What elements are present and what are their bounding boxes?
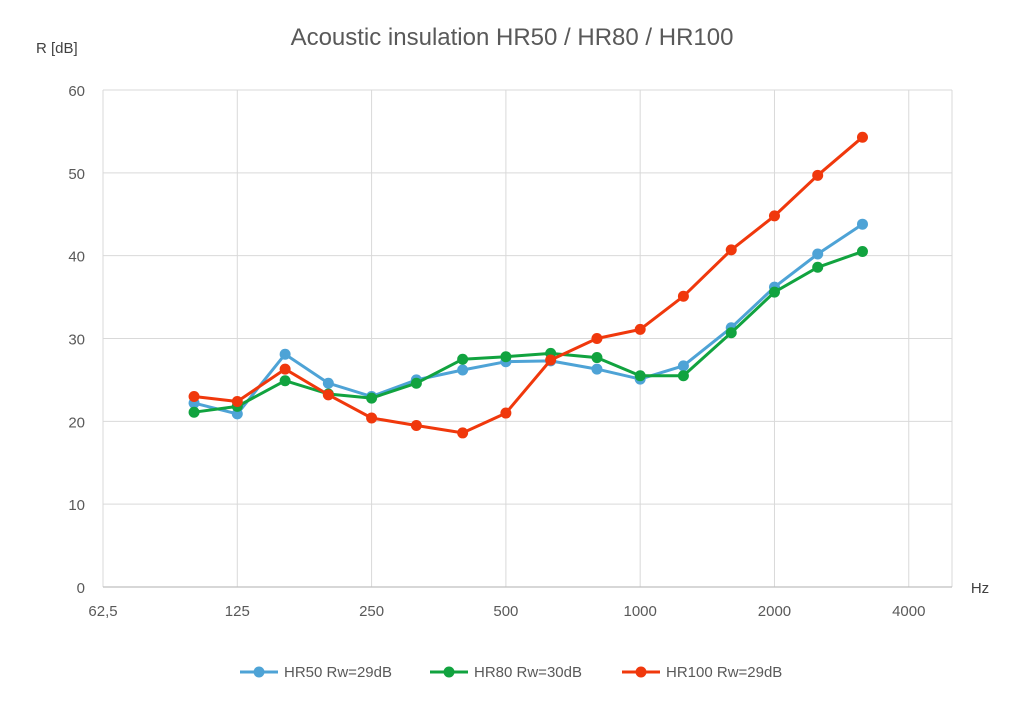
data-point — [677, 370, 689, 382]
data-point — [634, 323, 646, 335]
data-point — [725, 244, 737, 256]
series-lines — [188, 131, 868, 439]
x-tick-label: 4000 — [892, 603, 925, 620]
data-point — [279, 375, 291, 387]
legend-label: HR80 Rw=30dB — [474, 664, 582, 681]
data-point — [856, 218, 868, 230]
data-point — [279, 348, 291, 360]
data-point — [366, 392, 378, 404]
data-point — [279, 363, 291, 375]
data-point — [591, 333, 603, 344]
x-tick-label: 125 — [225, 603, 250, 620]
data-point — [812, 169, 824, 181]
y-tick-label: 60 — [68, 83, 85, 100]
x-tick-label: 250 — [359, 603, 384, 620]
data-point — [188, 406, 200, 418]
data-point — [457, 427, 469, 439]
data-point — [591, 352, 603, 364]
data-point — [322, 377, 334, 389]
y-axis-label: R [dB] — [36, 40, 78, 57]
x-tick-label: 2000 — [758, 603, 791, 620]
legend-swatch-marker — [443, 666, 455, 678]
chart-title: Acoustic insulation HR50 / HR80 / HR100 — [291, 24, 734, 51]
data-point — [322, 389, 334, 401]
series-line-0 — [192, 222, 864, 416]
data-point — [677, 290, 689, 302]
data-point — [457, 364, 469, 376]
y-tick-label: 0 — [77, 580, 85, 597]
grid-lines — [102, 89, 953, 587]
axes: 0 10 20 30 40 50 60 62,5 125 250 500 1000 2000 4000 — [68, 83, 952, 620]
data-point — [856, 246, 868, 258]
legend: HR50 Rw=29dB HR80 Rw=30dB HR100 Rw=29dB — [240, 664, 782, 681]
legend-swatch-marker — [635, 666, 647, 678]
y-tick-label: 40 — [68, 249, 85, 266]
data-point — [634, 370, 646, 382]
data-point — [768, 286, 780, 298]
y-tick-label: 50 — [68, 166, 85, 183]
data-point — [500, 351, 512, 363]
x-tick-label: 500 — [493, 603, 518, 620]
data-point — [188, 390, 200, 402]
x-tick-label: 62,5 — [88, 603, 117, 620]
legend-label: HR100 Rw=29dB — [666, 664, 782, 681]
legend-label: HR50 Rw=29dB — [284, 664, 392, 681]
series-line-2 — [192, 135, 864, 435]
data-point — [410, 419, 422, 431]
data-point — [366, 412, 378, 424]
data-point — [231, 395, 243, 407]
data-point — [545, 354, 557, 366]
data-point — [856, 131, 868, 143]
x-axis-label: Hz — [971, 580, 989, 597]
data-point — [457, 353, 469, 365]
y-tick-label: 10 — [68, 497, 85, 514]
data-point — [768, 210, 780, 222]
legend-swatch-marker — [253, 666, 265, 678]
x-tick-label: 1000 — [623, 603, 656, 620]
data-point — [410, 377, 422, 389]
y-tick-label: 30 — [68, 332, 85, 349]
data-point — [500, 407, 512, 419]
series-line-1 — [192, 250, 864, 414]
data-point — [677, 360, 689, 372]
data-point — [812, 248, 824, 260]
data-point — [591, 363, 603, 375]
y-tick-label: 20 — [68, 414, 85, 431]
data-point — [812, 261, 824, 273]
data-point — [725, 327, 737, 339]
